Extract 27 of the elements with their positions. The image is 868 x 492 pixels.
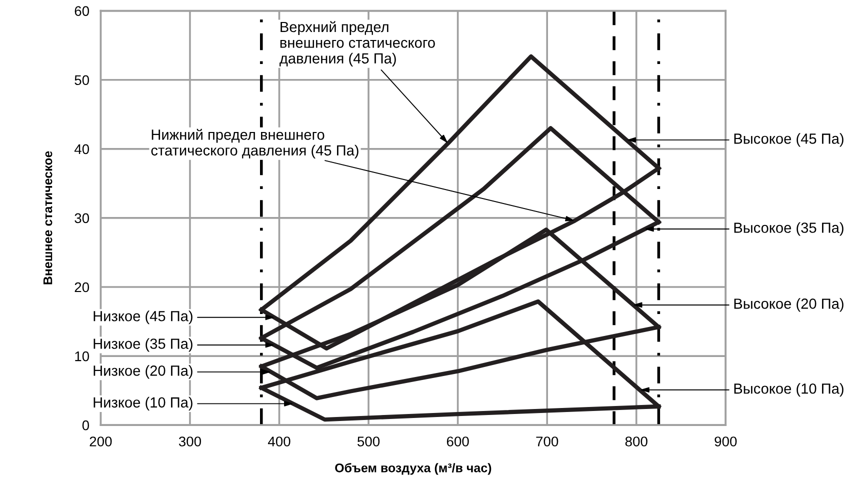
annotation: Низкое (10 Па): [94, 396, 192, 410]
x-tick-label: 900: [714, 436, 737, 446]
y-tick-label: 10: [75, 351, 90, 362]
annotation: Нижний предел внешнего статического давления (45 Па): [151, 128, 358, 158]
y-tick-label: 30: [74, 213, 90, 224]
y-tick-label: 20: [74, 282, 90, 292]
annotation: Высокое (45 Па): [734, 133, 844, 147]
x-tick-label: 600: [446, 436, 469, 446]
annotation: Низкое (35 Па): [94, 338, 192, 352]
x-tick-label: 200: [90, 436, 112, 446]
x-tick-label: 800: [625, 436, 648, 446]
y-axis-title: Внешнее статическое: [43, 151, 52, 284]
x-tick-label: 500: [358, 436, 380, 446]
x-axis-title: Объем воздуха (м³/в час): [335, 463, 492, 475]
annotation: Высокое (35 Па): [734, 222, 844, 236]
annotation: Высокое (10 Па): [734, 383, 844, 397]
annotation: Верхний предел внешнего статического давления (45 Па): [280, 21, 435, 66]
x-tick-label: 400: [268, 436, 290, 446]
annotation: Высокое (20 Па): [734, 298, 844, 312]
y-tick-label: 40: [74, 144, 90, 154]
x-tick-label: 300: [178, 436, 202, 446]
y-tick-label: 0: [82, 420, 90, 430]
annotation: Низкое (20 Па): [94, 365, 192, 379]
annotation: Низкое (45 Па): [94, 310, 192, 324]
y-tick-label: 60: [74, 6, 90, 16]
x-tick-label: 700: [536, 436, 558, 446]
y-tick-label: 50: [74, 75, 90, 86]
